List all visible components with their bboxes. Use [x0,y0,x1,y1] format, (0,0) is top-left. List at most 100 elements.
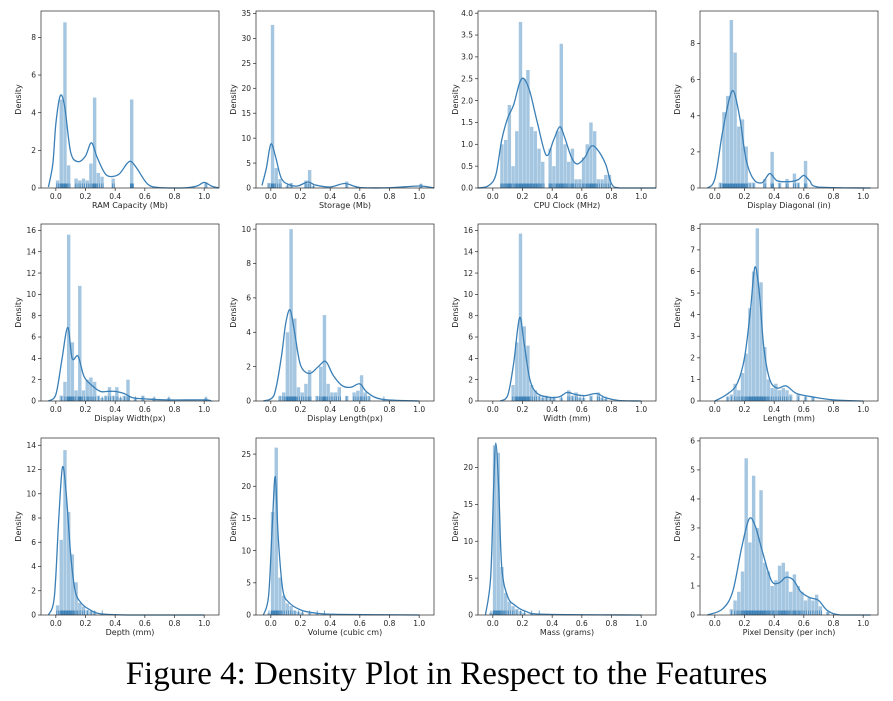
histogram-bar [581,157,586,188]
y-tick-label: 2 [31,586,36,595]
y-tick-label: 25 [241,59,251,68]
histogram-bar [511,606,515,615]
histogram-bar [807,597,811,615]
histogram-bar [74,582,78,615]
x-tick-label: 0.6 [354,405,366,414]
x-axis-label: Depth (mm) [106,628,155,637]
histogram-bar [596,392,601,401]
y-tick-label: 2 [31,375,36,384]
histogram-bar [511,166,515,188]
x-tick-label: 0.8 [606,192,618,201]
x-tick-label: 0.4 [546,619,558,628]
histogram-bar [55,605,60,615]
y-tick-label: 1 [690,375,695,384]
x-tick-label: 0.8 [384,619,396,628]
histogram-bar [748,542,752,615]
y-tick-label: 4 [31,108,36,117]
y-tick-label: 20 [241,482,251,491]
y-tick-label: 4.0 [461,9,473,18]
x-tick-label: 0.0 [709,192,721,201]
y-tick-label: 7 [690,246,695,255]
y-tick-label: 0 [468,611,473,620]
histogram-bar [529,385,534,401]
y-tick-label: 14 [26,247,36,256]
y-tick-label: 25 [241,450,251,459]
x-tick-label: 1.0 [857,619,869,628]
x-tick-label: 0.6 [576,192,588,201]
y-tick-label: 12 [463,269,473,278]
histogram-bar [66,234,71,401]
histogram-bar [81,390,86,401]
x-tick-label: 1.0 [198,192,210,201]
density-panel: 0 2 4 6 8 10 0.0 0.2 0.4 0.6 0.8 1.0 Display Length(… [229,223,435,423]
x-tick-label: 1.0 [198,405,210,414]
histogram-bar [293,318,297,401]
x-tick-label: 0.4 [768,405,780,414]
histogram-bar [319,366,323,401]
plot-frame [477,10,657,189]
y-tick-label: 10 [26,290,36,299]
x-tick-label: 0.6 [354,192,366,201]
histogram-bar [330,392,334,401]
histogram-bar [789,591,793,615]
histogram-bar [803,160,808,188]
plot-frame [255,437,435,616]
x-tick-label: 0.6 [576,405,588,414]
histogram-bar [548,148,552,188]
histogram-bar [774,383,778,401]
histogram-bar [811,600,815,615]
y-tick-label: 35 [241,9,251,18]
histogram-bar [115,387,119,401]
kde-curve [707,517,871,616]
x-tick-label: 0.4 [546,192,558,201]
y-tick-label: 4 [246,328,251,337]
histogram-bar [585,144,589,188]
y-axis-label: Density [451,84,460,115]
kde-curve [263,309,420,402]
y-tick-label: 15 [241,514,251,523]
x-tick-label: 1.0 [198,619,210,628]
histogram-bar [296,387,301,401]
x-axis-label: Pixel Density (per inch) [743,628,836,637]
histogram-bar [737,390,741,401]
histogram-bar [792,574,797,615]
kde-curve [47,465,205,616]
histogram-bar [725,95,730,188]
x-tick-label: 0.6 [139,192,151,201]
histogram-bar [74,390,78,401]
y-tick-label: 15 [463,500,473,509]
y-tick-label: 12 [26,269,36,278]
histogram-bar [74,178,78,188]
x-tick-label: 0.2 [739,192,751,201]
histogram-bar [518,21,523,189]
histogram-bar [740,571,745,615]
histogram-bar [533,131,538,188]
histogram-bar [356,390,360,401]
rug-marks [511,396,607,401]
y-tick-label: 3.0 [461,53,473,62]
histogram-bar [515,342,519,401]
y-tick-label: 20 [463,463,473,472]
y-tick-label: 5 [690,289,695,298]
histogram-bar [529,126,534,188]
histogram-bar [333,392,338,401]
y-tick-label: 5 [246,579,251,588]
x-tick-label: 0.0 [487,405,499,414]
histogram-bar [322,315,327,401]
x-tick-label: 1.0 [857,192,869,201]
y-axis-label: Density [229,84,238,115]
plot-frame [699,223,879,402]
histogram-bar [574,392,578,401]
histogram-bar [733,383,737,401]
rug-marks [56,183,207,188]
y-tick-label: 8 [690,39,695,48]
y-tick-label: 10 [463,290,473,299]
kde-curve [262,475,420,616]
histogram-bar [796,585,800,615]
y-axis-label: Density [673,297,682,328]
histogram-bar [785,390,789,401]
histogram-bar [555,131,560,188]
histogram-bar [92,381,97,401]
y-tick-label: 2 [690,148,695,157]
x-axis-label: Volume (cubic cm) [308,628,382,637]
